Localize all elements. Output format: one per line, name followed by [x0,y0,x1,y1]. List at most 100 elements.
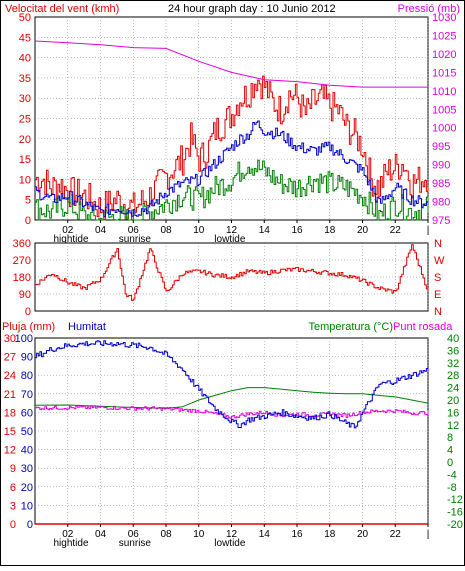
climate-marker-lowtide: lowtide [214,538,246,549]
wind-average-series [35,120,429,218]
temperature-ytick-label: 16 [447,407,459,419]
wind-xtick-label: 20 [357,225,369,236]
temperature-ytick-label: 20 [447,395,459,407]
wind-marker-hightide: hightide [54,234,89,245]
temperature-ytick-label: -12 [447,494,463,506]
wind-ytick-label: 45 [19,32,31,44]
direction-ytick-label: 270 [13,255,31,267]
wind-ytick-label: 20 [19,134,31,146]
pressure-ytick-label: 1015 [432,67,456,79]
climate-marker-sunrise: sunrise [119,538,152,549]
wind-ytick-label: 40 [19,53,31,65]
direction-ytick-label: 0 [25,306,31,318]
wind-ytick-label: 25 [19,114,31,126]
pressure-series [34,40,428,88]
temperature-ytick-label: 0 [447,457,453,469]
wind-xtick-label: 04 [95,225,107,236]
wind-minimum-series [35,159,429,221]
climate-xtick-label: 20 [357,529,369,540]
rain-ytick-label: 15 [4,426,16,438]
humidity-ytick-label: 100 [15,333,33,345]
humidity-ytick-label: 10 [21,500,33,512]
pressure-ytick-label: 985 [432,178,450,190]
compass-label-S: S [434,272,441,284]
rain-ytick-label: 21 [4,389,16,401]
climate-xtick-label: 22 [390,529,402,540]
pressure-ytick-label: 990 [432,160,450,172]
compass-label-N: N [434,238,442,250]
wind-xtick-label: | [427,225,430,236]
wind-ytick-label: 50 [19,12,31,24]
wind-xtick-label: 22 [390,225,402,236]
climate-xtick-label: 08 [160,529,172,540]
humidity-axis-label: Humitat [68,321,106,333]
pressure-axis-label: Pressió (mb) [398,3,460,15]
rain-ytick-label: 18 [4,407,16,419]
wind-xtick-label: 02 [62,225,74,236]
humidity-ytick-label: 50 [21,426,33,438]
wind-gust-series [35,75,429,221]
wind-ytick-label: 5 [25,195,31,207]
humidity-ytick-label: 40 [21,445,33,457]
pressure-ytick-label: 1010 [432,86,456,98]
rain-axis-label: Pluja (mm) [2,321,55,333]
direction-ytick-label: 360 [13,238,31,250]
humidity-ytick-label: 20 [21,482,33,494]
rain-ytick-label: 3 [10,500,16,512]
pressure-ytick-label: 1030 [432,12,456,24]
pressure-ytick-label: 1020 [432,49,456,61]
wind-ytick-label: 30 [19,93,31,105]
wind-xtick-label: 06 [128,225,140,236]
temperature-ytick-label: 32 [447,358,459,370]
pressure-ytick-label: 1000 [432,123,456,135]
temperature-ytick-label: 40 [447,333,459,345]
temperature-axis-label: Temperatura (°C) [309,321,393,333]
climate-xtick-label: 16 [291,529,303,540]
temperature-ytick-label: 4 [447,445,453,457]
direction-ytick-label: 90 [19,289,31,301]
wind-ytick-label: 10 [19,174,31,186]
chart-title: 24 hour graph day : 10 Junio 2012 [168,3,336,15]
rain-ytick-label: 0 [10,519,16,531]
rain-ytick-label: 9 [10,463,16,475]
wind-marker-sunrise: sunrise [119,234,152,245]
temperature-ytick-label: -8 [447,482,457,494]
climate-xtick-label: 04 [95,529,107,540]
rain-ytick-label: 6 [10,482,16,494]
temperature-ytick-label: -20 [447,519,463,531]
climate-xtick-label: | [427,529,430,540]
rain-ytick-label: 27 [4,352,16,364]
temperature-ytick-label: 8 [447,432,453,444]
dewpoint-axis-label: Punt rosada [393,321,453,333]
climate-marker-hightide: hightide [54,538,89,549]
climate-xtick-label: 02 [62,529,74,540]
wind-xtick-label: 08 [160,225,172,236]
chart-layer: 0510152025303540455097598098599099510001… [4,12,463,549]
temperature-ytick-label: 28 [447,370,459,382]
climate-xtick-label: 10 [193,529,205,540]
humidity-ytick-label: 90 [21,352,33,364]
humidity-ytick-label: 30 [21,463,33,475]
temperature-ytick-label: 36 [447,345,459,357]
pressure-ytick-label: 1025 [432,30,456,42]
climate-xtick-label: 18 [324,529,336,540]
wind-xtick-label: 12 [226,225,238,236]
wind-xtick-label: 10 [193,225,205,236]
wind-ytick-label: 15 [19,154,31,166]
humidity-ytick-label: 60 [21,407,33,419]
climate-xtick-label: 12 [226,529,238,540]
wind-xtick-label: 16 [291,225,303,236]
wind-ytick-label: 35 [19,73,31,85]
rain-ytick-label: 12 [4,445,16,457]
pressure-ytick-label: 1005 [432,104,456,116]
wind-speed-axis-label: Velocitat del vent (kmh) [5,3,119,15]
compass-label-N: N [434,306,442,318]
wind-ytick-label: 0 [25,215,31,227]
wind-xtick-label: 14 [259,225,271,236]
temperature-ytick-label: -4 [447,469,457,481]
pressure-ytick-label: 980 [432,197,450,209]
temperature-ytick-label: -16 [447,507,463,519]
climate-xtick-label: 14 [259,529,271,540]
